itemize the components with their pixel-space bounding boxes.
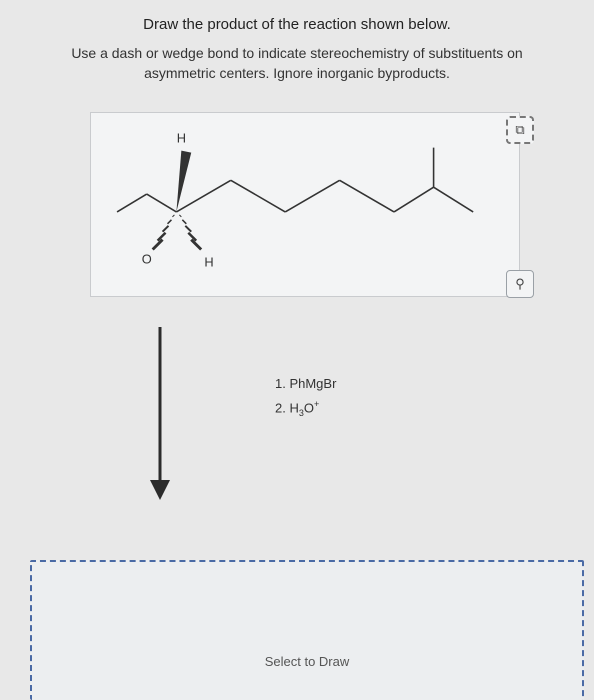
reagent-2-mid: O xyxy=(304,401,314,416)
molecule-svg: H O H xyxy=(91,113,519,296)
atom-label-h-bottom: H xyxy=(204,254,213,269)
reaction-arrow-icon xyxy=(145,322,175,502)
subtitle-line2: asymmetric centers. Ignore inorganic byp… xyxy=(144,65,450,81)
copy-glyph: ⧉ xyxy=(515,122,524,138)
question-subtitle: Use a dash or wedge bond to indicate ste… xyxy=(20,43,574,84)
molecule-canvas-area: H O H ⧉ ⚲ xyxy=(90,112,534,312)
reaction-row: 1. PhMgBr 2. H3O+ xyxy=(145,312,574,512)
question-title: Draw the product of the reaction shown b… xyxy=(20,16,574,33)
copy-icon[interactable]: ⧉ xyxy=(506,116,534,144)
reagent-2-prefix: 2. H xyxy=(275,401,299,416)
molecule-box[interactable]: H O H xyxy=(90,112,520,297)
atom-label-h-top: H xyxy=(177,130,186,145)
reagent-2: 2. H3O+ xyxy=(275,396,336,422)
subtitle-line1: Use a dash or wedge bond to indicate ste… xyxy=(71,45,522,61)
answer-drop-area[interactable]: Select to Draw xyxy=(30,560,584,700)
zoom-glyph: ⚲ xyxy=(515,276,525,292)
reagent-1: 1. PhMgBr xyxy=(275,372,336,397)
zoom-icon[interactable]: ⚲ xyxy=(506,270,534,298)
atom-label-o: O xyxy=(142,251,152,266)
answer-placeholder: Select to Draw xyxy=(265,654,350,669)
reagent-2-sup: + xyxy=(314,399,319,409)
reagent-list: 1. PhMgBr 2. H3O+ xyxy=(275,372,336,423)
